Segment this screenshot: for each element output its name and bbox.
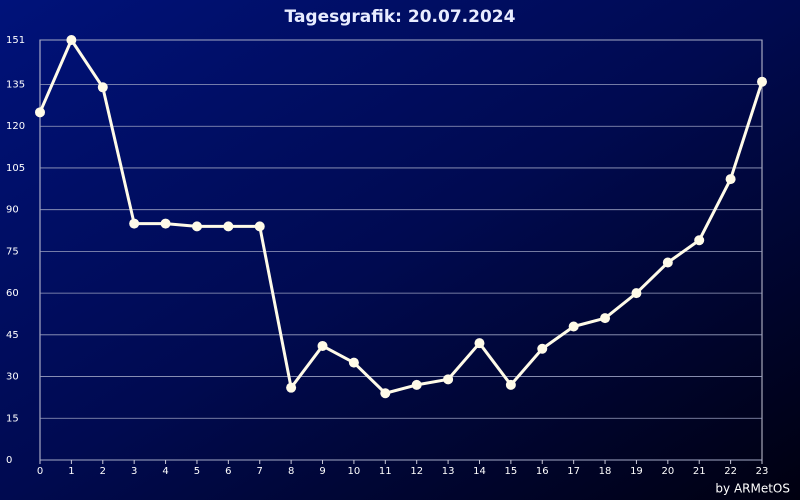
x-tick-label: 11 [379, 466, 392, 477]
point [317, 340, 328, 351]
point [694, 235, 705, 246]
point [505, 379, 516, 390]
point [662, 257, 673, 268]
point [97, 82, 108, 93]
y-tick-label: 30 [6, 372, 19, 383]
y-tick-label: 105 [6, 163, 25, 174]
x-tick-label: 18 [599, 466, 612, 477]
x-tick-label: 12 [410, 466, 423, 477]
x-tick-label: 21 [693, 466, 706, 477]
point [443, 374, 454, 385]
x-tick-label: 17 [567, 466, 580, 477]
x-tick-label: 19 [630, 466, 643, 477]
x-tick-label: 0 [37, 466, 43, 477]
point [254, 221, 265, 232]
x-tick-label: 22 [724, 466, 737, 477]
y-tick-label: 135 [6, 80, 25, 91]
chart-title: Tagesgrafik: 20.07.2024 [285, 7, 516, 27]
y-tick-label: 90 [6, 205, 19, 216]
x-tick-label: 9 [319, 466, 325, 477]
point [223, 221, 234, 232]
x-tick-label: 5 [194, 466, 200, 477]
x-tick-label: 1 [68, 466, 74, 477]
point [568, 321, 579, 332]
y-tick-label: 45 [6, 330, 19, 341]
point [129, 218, 140, 229]
point [380, 388, 391, 399]
x-tick-label: 3 [131, 466, 137, 477]
y-tick-label: 120 [6, 121, 25, 132]
point [66, 35, 77, 45]
y-tick-label: 75 [6, 246, 19, 257]
y-tick-label: 60 [6, 288, 19, 299]
x-tick-label: 7 [257, 466, 263, 477]
x-tick-label: 4 [162, 466, 168, 477]
point [411, 379, 422, 390]
point [725, 174, 736, 185]
y-tick-label: 15 [6, 413, 19, 424]
point [631, 288, 642, 299]
point [537, 343, 548, 354]
point [191, 221, 202, 232]
point [286, 382, 297, 393]
x-tick-label: 16 [536, 466, 549, 477]
point [348, 357, 359, 368]
point [600, 313, 611, 324]
x-tick-label: 13 [442, 466, 455, 477]
credit: by ARMetOS [715, 482, 790, 496]
y-tick-label: 0 [6, 455, 12, 466]
x-tick-label: 23 [756, 466, 769, 477]
point [160, 218, 171, 229]
x-tick-label: 6 [225, 466, 231, 477]
x-tick-label: 2 [100, 466, 106, 477]
x-tick-label: 20 [661, 466, 674, 477]
point [35, 107, 45, 118]
x-tick-label: 8 [288, 466, 294, 477]
line [38, 38, 764, 395]
x-tick-label: 15 [505, 466, 518, 477]
x-tick-label: 10 [348, 466, 361, 477]
y-tick-label: 151 [6, 35, 25, 46]
point [757, 76, 767, 87]
x-tick-label: 14 [473, 466, 486, 477]
point [474, 338, 485, 349]
